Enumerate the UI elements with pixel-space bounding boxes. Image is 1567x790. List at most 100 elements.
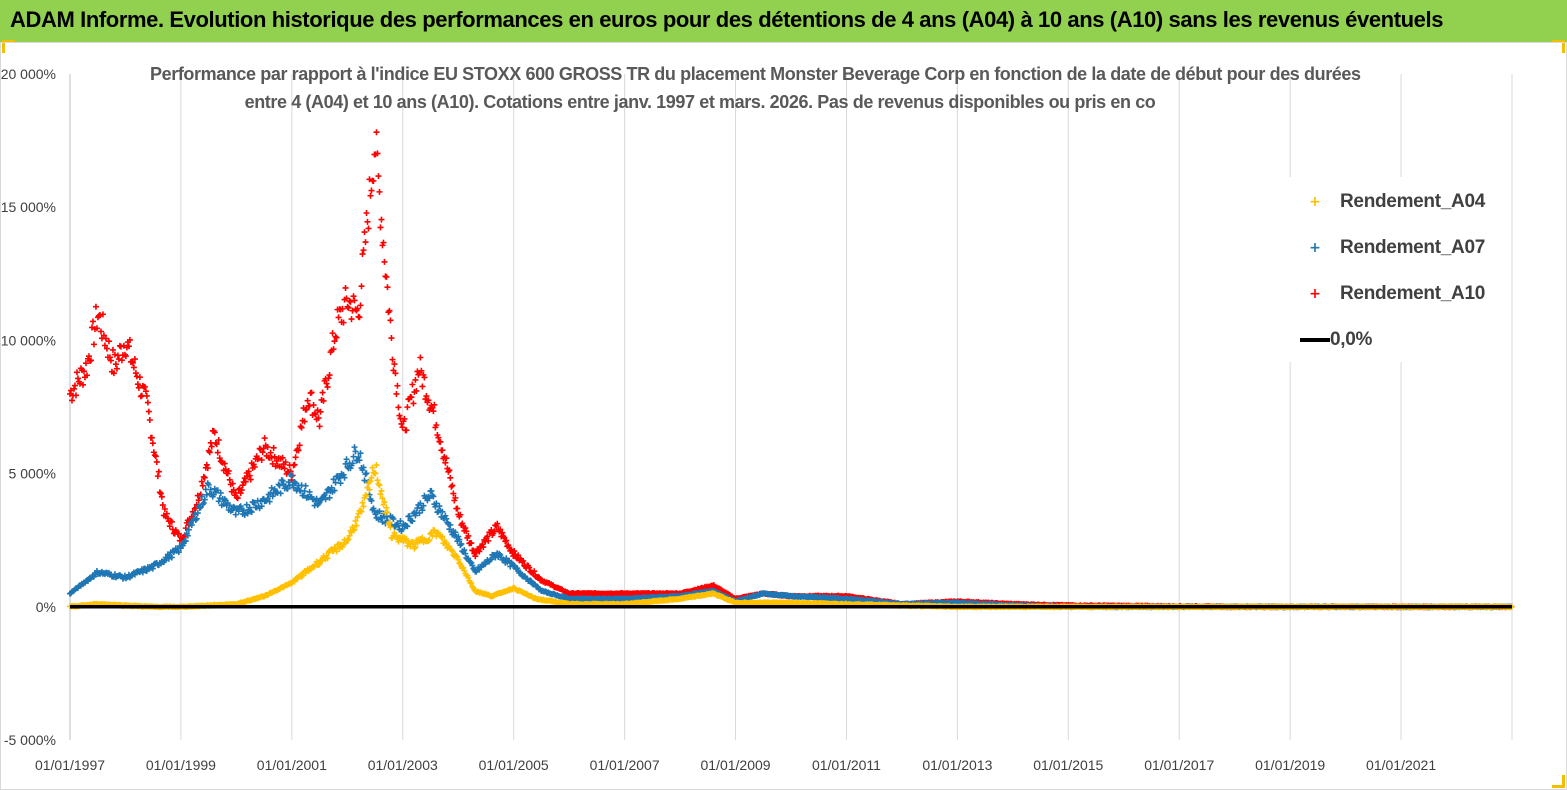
data-point-rendement_a10 <box>211 429 218 436</box>
data-point-rendement_a10 <box>499 529 506 536</box>
data-point-rendement_a10 <box>103 345 110 352</box>
data-point-rendement_a10 <box>317 408 324 415</box>
y-tick-label: 0% <box>36 599 56 615</box>
data-point-rendement_a07 <box>340 471 347 478</box>
legend-label-a07: Rendement_A07 <box>1340 237 1485 258</box>
selection-corner-top-right <box>1552 40 1565 53</box>
data-point-rendement_a04 <box>351 526 358 533</box>
data-point-rendement_a04 <box>412 544 419 551</box>
legend-marker-a07-icon: + <box>1309 240 1321 256</box>
data-point-rendement_a10 <box>159 502 166 509</box>
data-point-rendement_a07 <box>217 489 224 496</box>
data-point-rendement_a10 <box>452 494 459 501</box>
data-point-rendement_a10 <box>213 441 220 448</box>
data-point-rendement_a07 <box>436 503 443 510</box>
data-point-rendement_a10 <box>113 365 120 372</box>
data-point-rendement_a10 <box>151 452 158 459</box>
data-point-rendement_a10 <box>163 510 170 517</box>
data-point-rendement_a10 <box>333 334 340 341</box>
data-point-rendement_a10 <box>73 369 80 376</box>
data-point-rendement_a10 <box>330 346 337 353</box>
data-point-rendement_a10 <box>79 381 86 388</box>
data-point-rendement_a10 <box>312 411 319 418</box>
data-point-rendement_a07 <box>368 497 375 504</box>
data-point-rendement_a10 <box>475 547 482 554</box>
x-tick-label: 01/01/1999 <box>146 757 216 773</box>
data-point-rendement_a10 <box>388 335 395 342</box>
chart-title-line-2: entre 4 (A04) et 10 ans (A10). Cotations… <box>244 92 1156 112</box>
data-point-rendement_a10 <box>393 390 400 397</box>
data-point-rendement_a07 <box>469 562 476 569</box>
data-point-rendement_a10 <box>329 330 336 337</box>
data-point-rendement_a04 <box>374 477 381 484</box>
data-point-rendement_a10 <box>203 461 210 468</box>
data-point-rendement_a10 <box>298 424 305 431</box>
data-point-rendement_a10 <box>206 449 213 456</box>
data-point-rendement_a10 <box>348 316 355 323</box>
data-point-rendement_a07 <box>426 495 433 502</box>
data-point-rendement_a07 <box>288 473 295 480</box>
data-point-rendement_a10 <box>226 476 233 483</box>
x-tick-label: 01/01/2021 <box>1366 757 1436 773</box>
data-point-rendement_a10 <box>437 438 444 445</box>
data-point-rendement_a10 <box>145 408 152 415</box>
x-tick-label: 01/01/2007 <box>590 757 660 773</box>
data-point-rendement_a10 <box>468 540 475 547</box>
data-point-rendement_a10 <box>535 573 542 580</box>
data-point-rendement_a10 <box>153 458 160 465</box>
data-point-rendement_a10 <box>101 342 108 349</box>
data-point-rendement_a04 <box>369 464 376 471</box>
data-point-rendement_a10 <box>433 421 440 428</box>
data-point-rendement_a10 <box>350 293 357 300</box>
data-point-rendement_a10 <box>238 487 245 494</box>
data-point-rendement_a10 <box>261 435 268 442</box>
data-point-rendement_a04 <box>366 486 373 493</box>
data-point-rendement_a04 <box>456 560 463 567</box>
data-point-rendement_a10 <box>335 314 342 321</box>
x-tick-label: 01/01/2013 <box>922 757 992 773</box>
data-point-rendement_a07 <box>376 508 383 515</box>
data-point-rendement_a10 <box>374 150 381 157</box>
data-point-rendement_a07 <box>205 481 212 488</box>
data-point-rendement_a10 <box>316 423 323 430</box>
data-point-rendement_a07 <box>271 486 278 493</box>
data-point-rendement_a07 <box>420 502 427 509</box>
data-point-rendement_a10 <box>463 528 470 535</box>
data-point-rendement_a10 <box>99 311 106 318</box>
data-point-rendement_a07 <box>194 510 201 517</box>
data-point-rendement_a10 <box>76 380 83 387</box>
data-point-rendement_a07 <box>90 573 97 580</box>
data-point-rendement_a07 <box>496 550 503 557</box>
data-point-rendement_a07 <box>447 521 454 528</box>
data-point-rendement_a10 <box>408 394 415 401</box>
data-point-rendement_a10 <box>378 216 385 223</box>
data-point-rendement_a07 <box>226 502 233 509</box>
data-point-rendement_a07 <box>335 475 342 482</box>
data-point-rendement_a10 <box>389 356 396 363</box>
data-point-rendement_a07 <box>302 482 309 489</box>
data-point-rendement_a07 <box>461 547 468 554</box>
data-point-rendement_a10 <box>412 376 419 383</box>
data-point-rendement_a07 <box>397 518 404 525</box>
data-point-rendement_a10 <box>376 188 383 195</box>
data-point-rendement_a10 <box>310 402 317 409</box>
chart-border <box>0 42 1567 790</box>
data-point-rendement_a10 <box>515 552 522 559</box>
data-point-rendement_a10 <box>82 360 89 367</box>
data-point-rendement_a10 <box>375 173 382 180</box>
data-point-rendement_a10 <box>110 370 117 377</box>
data-point-rendement_a04 <box>455 556 462 563</box>
data-point-rendement_a10 <box>364 218 371 225</box>
data-point-rendement_a10 <box>347 298 354 305</box>
data-point-rendement_a10 <box>122 353 129 360</box>
data-point-rendement_a04 <box>359 499 366 506</box>
data-point-rendement_a10 <box>152 453 159 460</box>
data-point-rendement_a07 <box>360 464 367 471</box>
data-point-rendement_a07 <box>390 515 397 522</box>
data-point-rendement_a07 <box>409 518 416 525</box>
y-tick-label: 10 000% <box>1 332 56 348</box>
legend-line-zero-icon <box>1300 338 1330 342</box>
data-point-rendement_a10 <box>381 258 388 265</box>
data-point-rendement_a04 <box>426 537 433 544</box>
legend-label-zero: 0,0% <box>1330 329 1373 350</box>
